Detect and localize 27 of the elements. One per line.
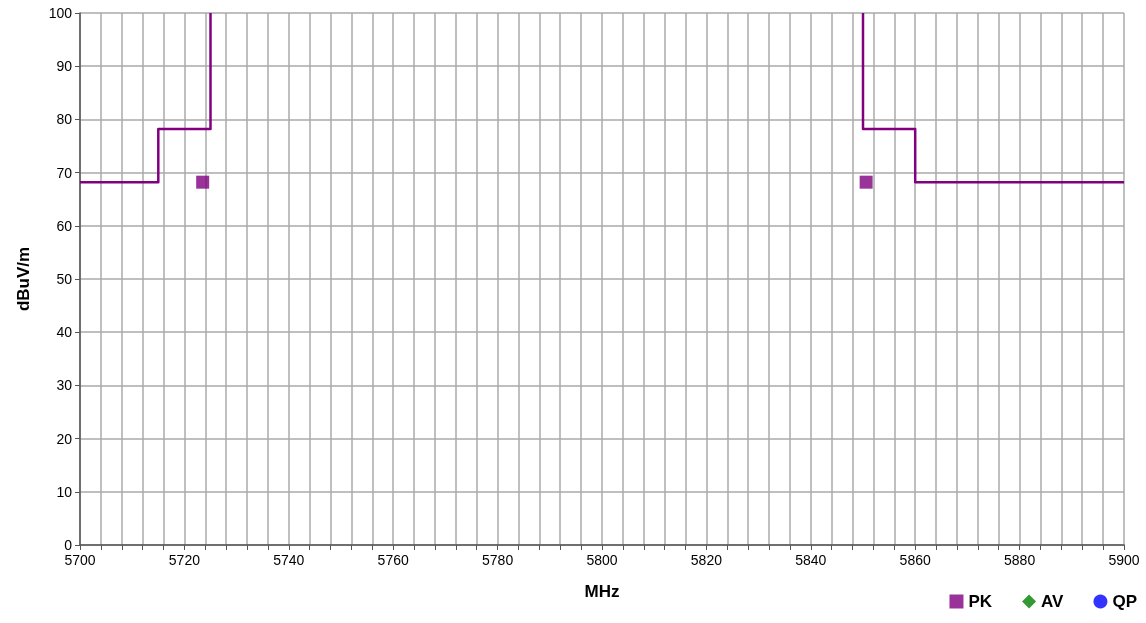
y-tick-label: 30 (56, 377, 73, 394)
legend-label: AV (1041, 592, 1065, 611)
y-tick-label: 0 (64, 537, 73, 553)
x-tick-label: 5820 (690, 552, 723, 568)
y-tick-label: 100 (48, 5, 73, 21)
y-tick-label: 80 (56, 111, 73, 128)
y-tick-label: 70 (56, 164, 73, 181)
y-tick-label: 10 (56, 483, 73, 500)
x-tick-label: 5740 (273, 552, 305, 568)
x-tick-label: 5900 (1108, 552, 1140, 568)
y-tick-label: 60 (56, 217, 73, 234)
x-tick-label: 5840 (795, 552, 827, 568)
x-axis-title: MHz (584, 582, 620, 601)
y-tick-label: 40 (56, 324, 73, 341)
x-tick-label: 5860 (899, 552, 931, 568)
x-tick-label: 5800 (586, 552, 618, 568)
x-tick-label: 5880 (1004, 552, 1036, 568)
x-tick-label: 5700 (64, 552, 96, 568)
x-tick-label: 5760 (377, 552, 409, 568)
legend-label: QP (1112, 592, 1137, 611)
y-tick-label: 50 (56, 271, 73, 287)
x-tick-label: 5720 (168, 552, 201, 568)
y-axis-title: dBuV/m (14, 246, 33, 312)
y-tick-label: 20 (56, 430, 73, 447)
y-tick-label: 90 (56, 58, 73, 75)
x-tick-label: 5780 (482, 552, 514, 568)
legend-label: PK (968, 592, 993, 611)
